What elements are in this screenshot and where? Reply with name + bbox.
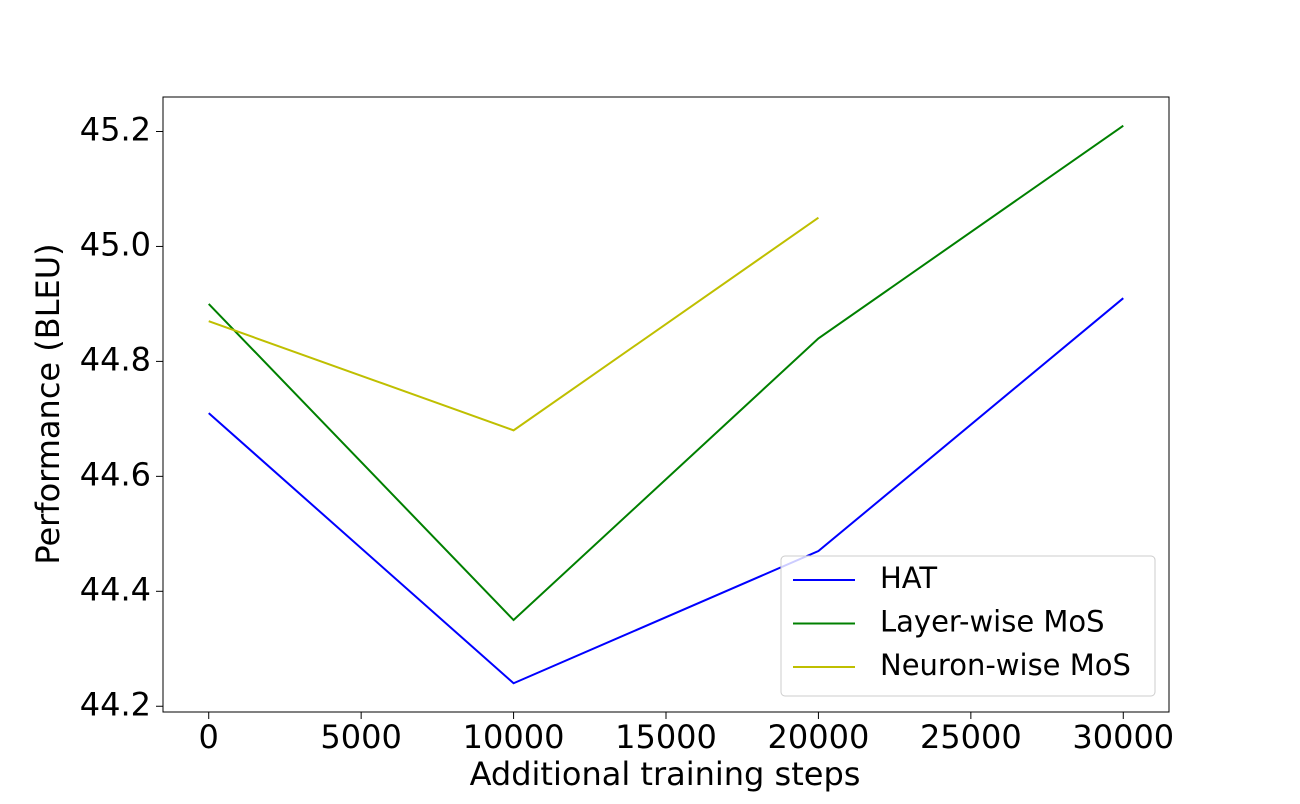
x-tick-label: 20000 bbox=[768, 718, 870, 756]
series-line bbox=[208, 124, 1124, 622]
x-tick-label: 10000 bbox=[463, 718, 565, 756]
x-tick-label: 25000 bbox=[920, 718, 1022, 756]
x-axis-label: Additional training steps bbox=[470, 755, 861, 793]
legend-label: HAT bbox=[880, 561, 937, 595]
y-tick-label: 45.0 bbox=[80, 225, 151, 263]
y-tick-label: 44.8 bbox=[80, 340, 151, 378]
series-line bbox=[208, 297, 1124, 685]
legend-label: Neuron-wise MoS bbox=[880, 648, 1131, 682]
x-tick-label: 0 bbox=[199, 718, 219, 756]
y-tick-label: 44.4 bbox=[80, 570, 151, 608]
y-tick-label: 45.2 bbox=[80, 110, 151, 148]
x-tick-label: 15000 bbox=[615, 718, 717, 756]
y-axis-label: Performance (BLEU) bbox=[29, 243, 67, 564]
x-tick-label: 5000 bbox=[320, 718, 401, 756]
legend-box bbox=[780, 555, 1156, 697]
x-tick-label: 30000 bbox=[1072, 718, 1174, 756]
legend-label: Layer-wise MoS bbox=[880, 605, 1105, 639]
y-tick-label: 44.6 bbox=[80, 455, 151, 493]
series-line bbox=[208, 216, 819, 432]
y-tick-label: 44.2 bbox=[80, 685, 151, 723]
